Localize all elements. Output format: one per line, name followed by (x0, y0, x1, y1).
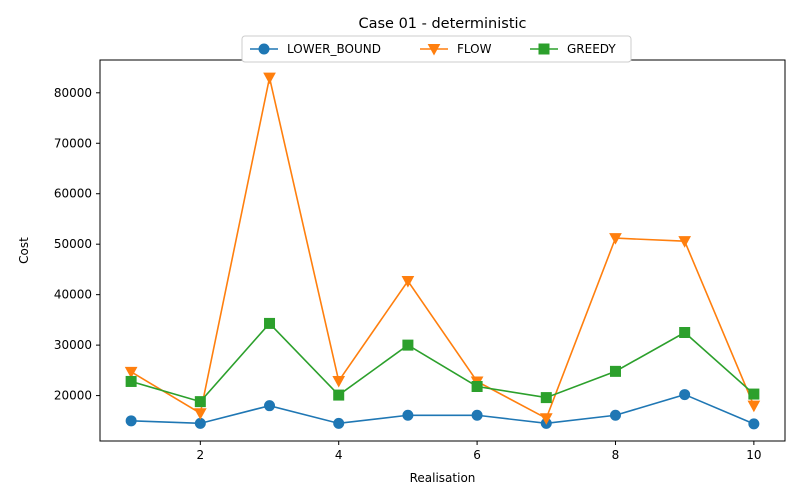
data-point (540, 392, 552, 404)
data-point (539, 413, 553, 425)
y-tick-label: 80000 (54, 86, 92, 100)
x-tick-label: 10 (746, 448, 761, 462)
data-point (124, 366, 138, 379)
legend-marker (258, 43, 270, 55)
data-point (401, 276, 415, 288)
data-point (679, 389, 691, 401)
legend-marker (427, 44, 441, 56)
data-point (193, 408, 207, 420)
data-point (125, 375, 137, 387)
x-axis-label: Realisation (410, 471, 476, 485)
data-point (471, 380, 483, 392)
y-tick-label: 40000 (54, 288, 92, 302)
y-axis-label: Cost (17, 237, 31, 264)
data-point (264, 400, 276, 412)
y-tick-label: 60000 (54, 187, 92, 201)
plot-area (124, 72, 761, 430)
y-tick-label: 50000 (54, 237, 92, 251)
axes-frame (99, 59, 786, 442)
axes: 2 4 6 8 10 20000 30000 40000 50000 60000 70000 8000… (54, 59, 786, 462)
data-point (125, 415, 137, 427)
y-tick-label: 70000 (54, 136, 92, 150)
series-lower-bound (125, 389, 760, 430)
y-tick-label: 30000 (54, 338, 92, 352)
x-tick-label: 6 (473, 448, 481, 462)
y-tick-label: 20000 (54, 389, 92, 403)
series-line (130, 322, 755, 403)
x-tick-label: 4 (335, 448, 343, 462)
data-point (333, 417, 345, 429)
data-point (609, 409, 621, 421)
data-point (333, 389, 345, 401)
legend-entry: GREEDY (530, 42, 616, 56)
legend-marker (538, 43, 550, 55)
data-point (679, 327, 691, 339)
data-point (678, 236, 692, 248)
data-point (194, 396, 206, 408)
x-tick-label: 8 (612, 448, 620, 462)
data-point (747, 400, 761, 413)
data-point (471, 409, 483, 421)
series-flow (124, 72, 761, 425)
series-line (130, 77, 755, 420)
data-point (263, 72, 276, 85)
legend-label: FLOW (457, 42, 492, 56)
series-greedy (125, 317, 760, 408)
data-point (609, 365, 621, 377)
data-point (609, 233, 622, 245)
data-point (332, 375, 346, 388)
legend-label: LOWER_BOUND (287, 42, 381, 56)
legend-label: GREEDY (567, 42, 616, 56)
data-point (194, 417, 206, 429)
series-line (131, 393, 755, 425)
data-point (748, 418, 760, 430)
legend: LOWER_BOUND FLOW GREEDY (241, 35, 632, 63)
data-point (402, 409, 414, 421)
data-point (402, 339, 414, 351)
data-point (748, 388, 760, 400)
x-tick-label: 2 (197, 448, 205, 462)
legend-entry: LOWER_BOUND (250, 42, 381, 56)
data-point (264, 317, 276, 329)
chart-title: Case 01 - deterministic (358, 16, 526, 32)
legend-entry: FLOW (420, 42, 492, 56)
